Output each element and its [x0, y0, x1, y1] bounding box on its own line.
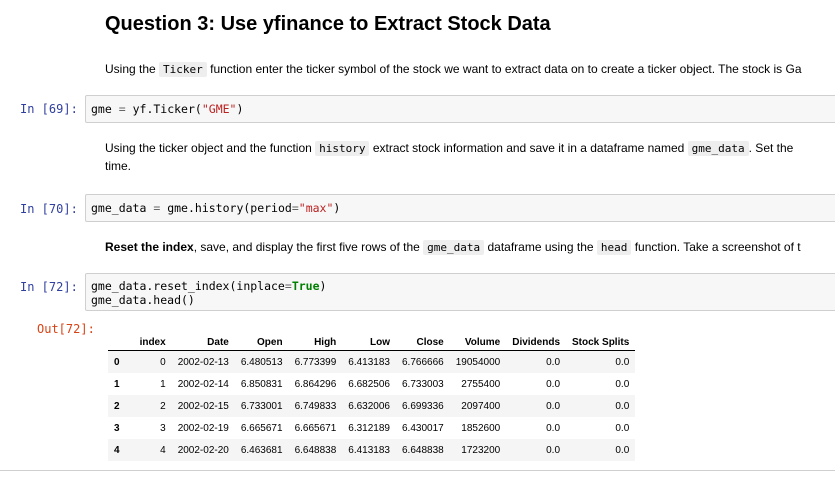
table-cell: 6.632006 [348, 400, 390, 412]
table-cell: 19054000 [455, 356, 501, 368]
md1-text-post: function enter the ticker symbol of the … [206, 62, 802, 76]
cell-72-code-line2: gme_data.head() [91, 293, 195, 307]
md2-text-mid: extract stock information and save it in… [369, 141, 688, 155]
table-cell: 6.665671 [240, 422, 283, 434]
md2-code-history: history [315, 141, 370, 156]
column-header: Dividends [506, 334, 567, 351]
md1-text-pre: Using the [105, 62, 160, 76]
table-cell: 2 [160, 400, 166, 412]
table-cell: 0.0 [546, 356, 561, 368]
table-row: 3 3 2002-02-19 6.665671 6.665671 6.31218… [108, 417, 635, 439]
row-index: 4 [114, 444, 120, 456]
md3-text-mid: dataframe using the [484, 240, 597, 254]
dataframe-output-table: index Date Open High Low Close Volume Di… [108, 334, 636, 461]
column-header: index [133, 334, 172, 351]
table-cell: 6.413183 [348, 444, 390, 456]
table-cell: 0.0 [615, 356, 630, 368]
table-cell: 6.733001 [240, 400, 283, 412]
table-cell: 2002-02-19 [177, 422, 229, 434]
column-header [108, 334, 134, 351]
table-cell: 6.749833 [294, 400, 337, 412]
question-heading: Question 3: Use yfinance to Extract Stoc… [105, 13, 551, 35]
table-cell: 6.864296 [294, 378, 337, 390]
table-cell: 6.665671 [294, 422, 337, 434]
table-cell: 0.0 [615, 400, 630, 412]
cell-72-output-prompt: Out[72]: [37, 322, 95, 336]
table-cell: 6.773399 [294, 356, 337, 368]
cell-70-code: gme_data = gme.history(period="max") [91, 201, 341, 215]
table-cell: 0 [160, 356, 166, 368]
markdown-instruction-history: Using the ticker object and the function… [105, 138, 793, 159]
table-cell: 0.0 [546, 444, 561, 456]
column-header: Low [342, 334, 396, 351]
cell-69-input[interactable]: gme = yf.Ticker("GME") [85, 95, 835, 123]
column-header: Close [396, 334, 450, 351]
table-cell: 1852600 [461, 422, 501, 434]
table-cell: 6.682506 [348, 378, 390, 390]
table-cell: 0.0 [546, 400, 561, 412]
markdown-instruction-reset-index: Reset the index, save, and display the f… [105, 237, 801, 258]
md2-code-gme-data: gme_data [687, 141, 749, 156]
cell-70-prompt: In [70]: [20, 202, 78, 216]
md2-text-post: . Set the [748, 141, 794, 155]
md3-text-post: function. Take a screenshot of t [631, 240, 801, 254]
md3-code-head: head [596, 240, 632, 255]
markdown-instruction-history-line2: time. [105, 159, 132, 173]
cell-72-input[interactable]: gme_data.reset_index(inplace=True) gme_d… [85, 273, 835, 311]
md2-text-pre: Using the ticker object and the function [105, 141, 316, 155]
table-cell: 6.463681 [240, 444, 283, 456]
table-cell: 3 [160, 422, 166, 434]
row-index: 2 [114, 400, 120, 412]
table-row: 4 4 2002-02-20 6.463681 6.648838 6.41318… [108, 439, 636, 461]
md3-text-bold: Reset the index [105, 240, 194, 254]
md1-code-ticker: Ticker [159, 62, 207, 77]
table-cell: 4 [160, 444, 166, 456]
table-cell: 6.648838 [402, 444, 444, 456]
row-index: 3 [114, 422, 120, 434]
table-row: 0 0 2002-02-13 6.480513 6.773399 6.41318… [108, 350, 636, 373]
cell-divider [0, 470, 835, 471]
table-cell: 0.0 [615, 378, 630, 390]
table-cell: 6.312189 [348, 422, 390, 434]
table-cell: 6.850831 [240, 378, 283, 390]
table-cell: 2002-02-15 [177, 400, 229, 412]
column-header: High [288, 334, 343, 351]
table-cell: 1723200 [461, 444, 501, 456]
table-row: 1 1 2002-02-14 6.850831 6.864296 6.68250… [108, 373, 635, 395]
table-cell: 0.0 [546, 422, 561, 434]
column-header: Volume [449, 334, 507, 351]
table-cell: 6.430017 [402, 422, 444, 434]
table-cell: 0.0 [615, 444, 630, 456]
table-row: 2 2 2002-02-15 6.733001 6.749833 6.63200… [108, 395, 636, 417]
table-cell: 6.480513 [240, 356, 283, 368]
table-cell: 0.0 [546, 378, 561, 390]
table-cell: 2002-02-20 [177, 444, 229, 456]
md3-text-pre: , save, and display the first five rows … [193, 240, 424, 254]
cell-70-input[interactable]: gme_data = gme.history(period="max") [85, 194, 835, 222]
table-cell: 1 [160, 378, 166, 390]
table-cell: 6.733003 [402, 378, 444, 390]
cell-72-code-line1: gme_data.reset_index(inplace=True) [91, 279, 327, 293]
column-header: Date [171, 334, 235, 351]
row-index: 1 [114, 378, 120, 390]
cell-72-prompt: In [72]: [20, 280, 78, 294]
table-cell: 6.699336 [402, 400, 444, 412]
table-header-row: index Date Open High Low Close Volume Di… [108, 334, 636, 351]
md3-code-gme-data: gme_data [423, 240, 485, 255]
cell-69-prompt: In [69]: [20, 102, 78, 116]
table-cell: 2097400 [461, 400, 501, 412]
row-index: 0 [114, 356, 120, 368]
table-cell: 2002-02-13 [177, 356, 229, 368]
table-cell: 0.0 [615, 422, 630, 434]
table-cell: 6.766666 [402, 356, 444, 368]
cell-69-code: gme = yf.Ticker("GME") [91, 102, 244, 116]
table-cell: 2002-02-14 [177, 378, 229, 390]
column-header: Stock Splits [566, 334, 636, 351]
table-cell: 2755400 [461, 378, 501, 390]
column-header: Open [234, 334, 289, 351]
table-cell: 6.648838 [294, 444, 337, 456]
table-cell: 6.413183 [348, 356, 390, 368]
markdown-instruction-ticker: Using the Ticker function enter the tick… [105, 59, 802, 80]
